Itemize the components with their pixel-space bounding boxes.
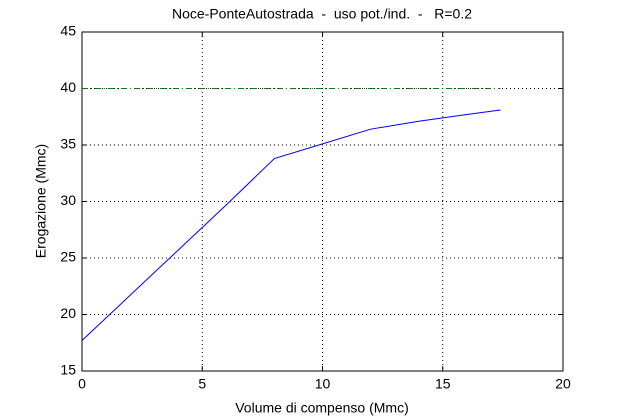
y-tick-label: 35	[60, 136, 76, 152]
chart-title: Noce-PonteAutostrada - uso pot./ind. - R…	[172, 6, 472, 22]
y-tick-label: 45	[60, 23, 76, 39]
axes-box	[81, 31, 564, 372]
y-tick-label: 15	[60, 362, 76, 378]
y-axis-label: Erogazione (Mmc)	[33, 144, 49, 258]
data-line	[81, 109, 501, 341]
x-tick-label: 0	[78, 376, 86, 392]
x-tick-label: 15	[435, 376, 451, 392]
y-tick-label: 25	[60, 249, 76, 265]
x-tick-label: 5	[198, 376, 206, 392]
x-tick-label: 20	[555, 376, 571, 392]
y-tick-label: 20	[60, 305, 76, 321]
y-tick-label: 30	[60, 192, 76, 208]
x-tick-label: 10	[315, 376, 331, 392]
x-axis-label: Volume di compenso (Mmc)	[235, 400, 409, 416]
y-tick-label: 40	[60, 79, 76, 95]
